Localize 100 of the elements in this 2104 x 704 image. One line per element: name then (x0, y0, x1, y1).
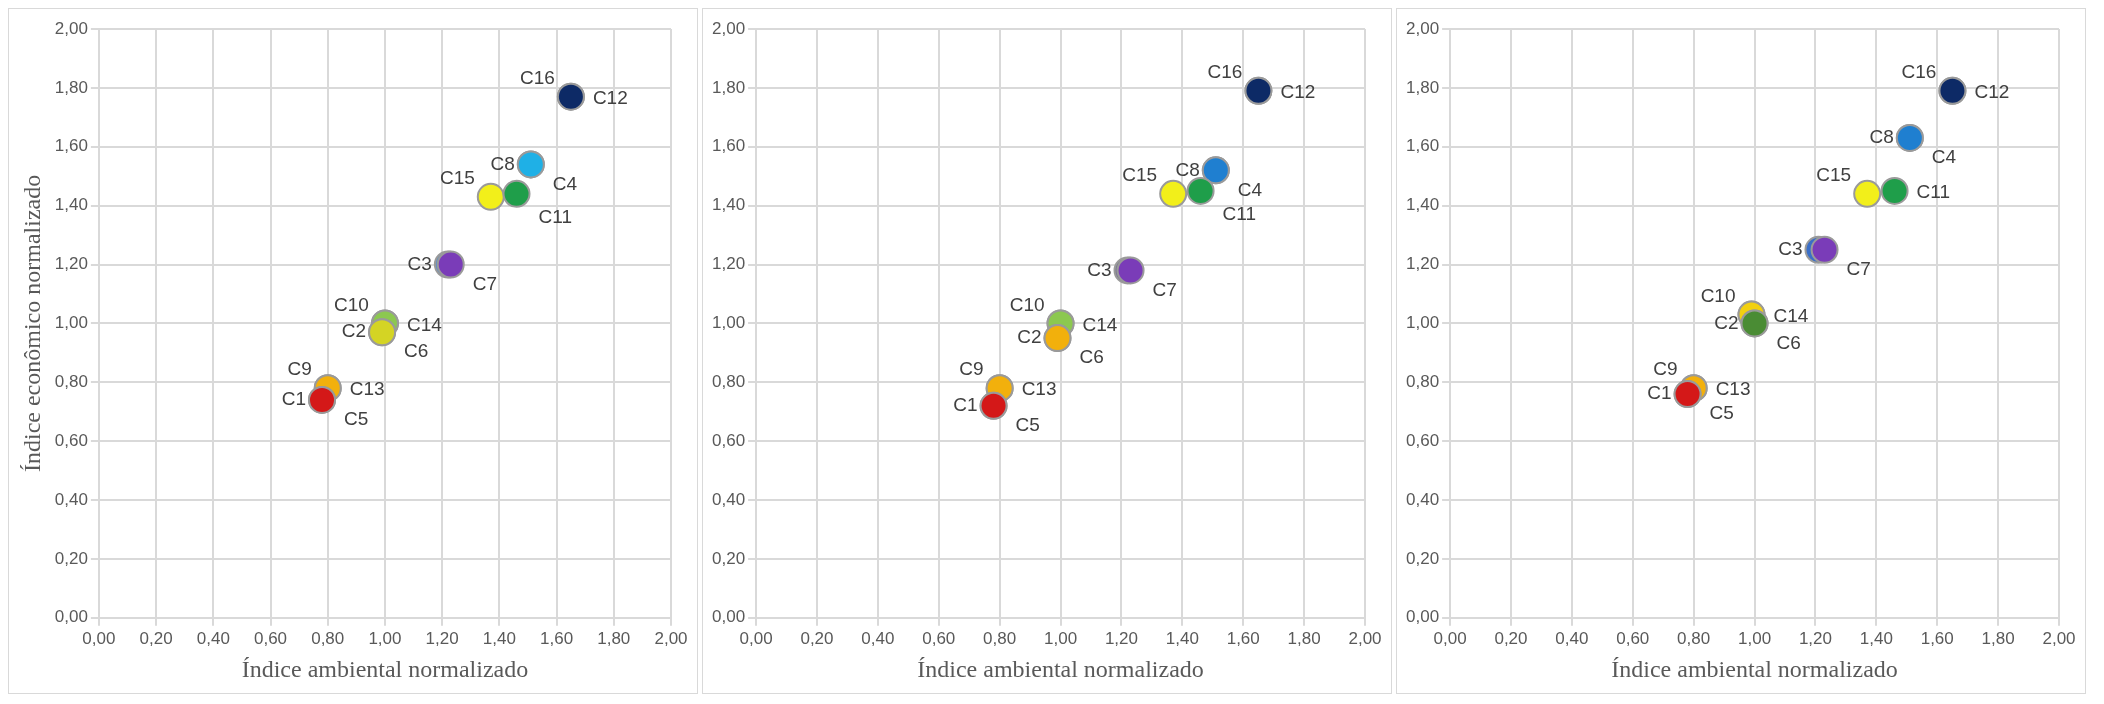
y-tick-label: 1,20 (711, 254, 746, 274)
data-label: C11 (1916, 181, 1951, 203)
y-tick-label: 0,40 (1405, 489, 1440, 509)
data-label: C13 (1021, 378, 1057, 400)
data-label: C16 (520, 66, 555, 88)
data-label: C14 (1773, 304, 1809, 326)
data-label: C13 (349, 378, 385, 400)
data-label: C7 (1152, 278, 1177, 300)
y-tick-label: 0,80 (54, 371, 88, 391)
x-tick-label: 0,20 (139, 628, 173, 648)
x-tick-label: 0,40 (1555, 628, 1589, 648)
x-tick-label: 2,00 (2042, 628, 2076, 648)
x-tick-label: 1,40 (1165, 628, 1199, 648)
data-label: C3 (407, 252, 432, 274)
x-tick-label: 1,40 (1859, 628, 1893, 648)
x-tick-label: 1,40 (482, 628, 516, 648)
data-label: C5 (344, 408, 369, 430)
x-tick-label: 0,80 (311, 628, 345, 648)
data-label: C5 (1015, 414, 1040, 436)
y-tick-label: 2,00 (711, 18, 746, 38)
y-tick-label: 0,60 (54, 430, 88, 450)
data-label: C14 (1082, 313, 1118, 335)
x-tick-label: 1,00 (1044, 628, 1078, 648)
y-tick-label: 1,40 (54, 195, 88, 215)
x-tick-label: 0,60 (922, 628, 956, 648)
x-tick-label: 1,80 (597, 628, 631, 648)
data-label: C11 (538, 206, 572, 228)
x-axis-title: Índice ambiental normalizado (917, 655, 1204, 682)
x-tick-label: 0,20 (1494, 628, 1528, 648)
y-tick-label: 1,00 (54, 313, 88, 333)
data-label: C3 (1087, 258, 1112, 280)
data-label: C8 (1869, 126, 1894, 148)
y-tick-label: 0,80 (711, 371, 746, 391)
data-label: C11 (1222, 203, 1257, 225)
y-tick-label: 1,20 (54, 254, 88, 274)
data-label: C8 (490, 152, 515, 174)
data-label: C15 (1816, 164, 1852, 186)
y-tick-label: 1,80 (711, 77, 746, 97)
x-tick-label: 0,20 (800, 628, 834, 648)
y-tick-label: 2,00 (54, 18, 88, 38)
data-label: C13 (1715, 378, 1751, 400)
x-tick-label: 0,00 (1433, 628, 1467, 648)
x-tick-label: 0,40 (196, 628, 230, 648)
y-tick-label: 1,40 (1405, 195, 1440, 215)
data-label: C4 (1237, 178, 1263, 200)
x-tick-label: 0,60 (1616, 628, 1650, 648)
y-tick-label: 2,00 (1405, 18, 1440, 38)
data-label: C7 (1846, 258, 1871, 280)
x-tick-label: 1,20 (425, 628, 459, 648)
y-tick-label: 1,60 (54, 136, 88, 156)
x-tick-label: 1,60 (540, 628, 574, 648)
y-tick-label: 1,00 (1405, 313, 1440, 333)
data-label: C12 (1974, 81, 2010, 103)
y-tick-label: 0,40 (54, 489, 88, 509)
y-tick-label: 1,60 (1405, 136, 1440, 156)
data-label: C15 (1122, 164, 1158, 186)
x-tick-label: 0,80 (983, 628, 1017, 648)
x-tick-label: 2,00 (654, 628, 688, 648)
x-tick-label: 0,80 (1677, 628, 1711, 648)
data-label: C10 (1009, 293, 1045, 315)
data-label: C16 (1207, 61, 1243, 83)
y-tick-label: 0,40 (711, 489, 746, 509)
y-tick-label: 0,20 (1405, 548, 1440, 568)
x-tick-label: 0,00 (82, 628, 116, 648)
data-label: C8 (1175, 158, 1200, 180)
x-tick-label: 2,00 (1348, 628, 1382, 648)
x-tick-label: 1,20 (1104, 628, 1138, 648)
y-tick-label: 1,80 (54, 77, 88, 97)
y-tick-label: 0,80 (1405, 371, 1440, 391)
data-label: C4 (552, 172, 578, 194)
y-tick-label: 1,00 (711, 313, 746, 333)
x-tick-label: 1,00 (1738, 628, 1772, 648)
data-label: C1 (953, 394, 978, 416)
data-label: C5 (1709, 402, 1734, 424)
data-label: C14 (406, 313, 443, 335)
data-label: C4 (1931, 146, 1957, 168)
x-tick-label: 1,60 (1920, 628, 1954, 648)
x-tick-label: 1,20 (1798, 628, 1832, 648)
y-axis-title: Índice econômico normalizado (18, 174, 45, 473)
data-label: C2 (341, 320, 367, 342)
data-label: C6 (1776, 331, 1801, 353)
x-tick-label: 1,60 (1226, 628, 1260, 648)
data-label: C12 (1280, 81, 1316, 103)
y-tick-label: 1,20 (1405, 254, 1440, 274)
y-tick-label: 0,00 (1405, 607, 1440, 627)
y-tick-label: 1,60 (711, 136, 746, 156)
x-tick-label: 1,80 (1287, 628, 1321, 648)
y-tick-label: 1,40 (711, 195, 746, 215)
x-axis-title: Índice ambiental normalizado (241, 655, 529, 682)
x-tick-label: 0,40 (861, 628, 895, 648)
x-tick-label: 1,00 (368, 628, 402, 648)
data-label: C9 (1653, 358, 1678, 380)
data-label: C2 (1714, 311, 1739, 333)
y-tick-label: 1,80 (1405, 77, 1440, 97)
data-label: C1 (281, 388, 307, 410)
data-label: C10 (1700, 284, 1736, 306)
data-label: C6 (404, 340, 429, 362)
y-tick-label: 0,00 (711, 607, 746, 627)
y-tick-label: 0,20 (711, 548, 746, 568)
x-tick-label: 0,00 (739, 628, 773, 648)
